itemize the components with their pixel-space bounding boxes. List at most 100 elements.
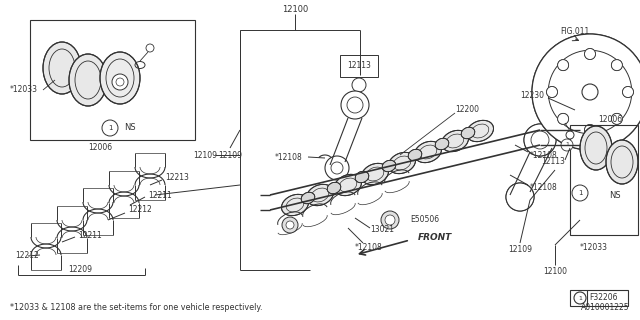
Text: A010001225: A010001225 bbox=[581, 303, 630, 313]
Text: 12212: 12212 bbox=[15, 251, 39, 260]
Text: 12209: 12209 bbox=[68, 266, 92, 275]
Ellipse shape bbox=[606, 140, 638, 184]
Text: 12006: 12006 bbox=[88, 143, 112, 153]
Ellipse shape bbox=[355, 171, 369, 183]
Text: 12100: 12100 bbox=[543, 268, 567, 276]
Ellipse shape bbox=[335, 174, 362, 196]
Ellipse shape bbox=[415, 141, 442, 163]
Ellipse shape bbox=[382, 160, 396, 172]
Circle shape bbox=[352, 78, 366, 92]
Circle shape bbox=[524, 124, 556, 156]
Text: *12108: *12108 bbox=[275, 153, 302, 162]
Circle shape bbox=[381, 211, 399, 229]
Circle shape bbox=[584, 124, 595, 135]
Circle shape bbox=[584, 49, 595, 60]
Text: 1: 1 bbox=[108, 125, 112, 131]
Circle shape bbox=[557, 113, 568, 124]
Circle shape bbox=[547, 86, 557, 98]
Text: NS: NS bbox=[609, 190, 621, 199]
Text: 12213: 12213 bbox=[165, 173, 189, 182]
Circle shape bbox=[623, 86, 634, 98]
Ellipse shape bbox=[301, 192, 315, 204]
Circle shape bbox=[611, 113, 622, 124]
Text: 12100: 12100 bbox=[282, 5, 308, 14]
Text: 1: 1 bbox=[578, 295, 582, 300]
Circle shape bbox=[611, 60, 622, 71]
Text: 12113: 12113 bbox=[347, 61, 371, 70]
Circle shape bbox=[574, 292, 586, 304]
Circle shape bbox=[611, 60, 622, 71]
Circle shape bbox=[582, 84, 598, 100]
Ellipse shape bbox=[307, 184, 333, 206]
Circle shape bbox=[282, 217, 298, 233]
Circle shape bbox=[524, 124, 556, 156]
Text: E50506: E50506 bbox=[410, 215, 439, 225]
Text: F32206: F32206 bbox=[589, 293, 617, 302]
Circle shape bbox=[506, 183, 534, 211]
Text: 12109: 12109 bbox=[193, 150, 217, 159]
Ellipse shape bbox=[327, 182, 341, 194]
Text: 1: 1 bbox=[565, 142, 569, 148]
Text: 12211: 12211 bbox=[78, 230, 102, 239]
Circle shape bbox=[584, 124, 595, 135]
Text: 12113: 12113 bbox=[541, 157, 565, 166]
Circle shape bbox=[112, 74, 128, 90]
Text: 1: 1 bbox=[578, 190, 582, 196]
Circle shape bbox=[557, 60, 568, 71]
Ellipse shape bbox=[435, 138, 449, 150]
Text: 12006: 12006 bbox=[598, 116, 622, 124]
Circle shape bbox=[561, 139, 573, 151]
Circle shape bbox=[146, 44, 154, 52]
Ellipse shape bbox=[467, 120, 493, 142]
Circle shape bbox=[531, 131, 549, 149]
Bar bbox=[570, 290, 628, 306]
Bar bbox=[570, 125, 638, 235]
Ellipse shape bbox=[388, 152, 415, 174]
Circle shape bbox=[385, 215, 395, 225]
Ellipse shape bbox=[43, 42, 81, 94]
Circle shape bbox=[572, 185, 588, 201]
Circle shape bbox=[532, 34, 640, 150]
Text: *12108: *12108 bbox=[530, 150, 557, 159]
Circle shape bbox=[623, 86, 634, 98]
Ellipse shape bbox=[282, 194, 308, 216]
Text: FIG.011: FIG.011 bbox=[560, 28, 589, 36]
Circle shape bbox=[557, 60, 568, 71]
Circle shape bbox=[532, 34, 640, 150]
Circle shape bbox=[584, 49, 595, 60]
Ellipse shape bbox=[442, 130, 468, 152]
Text: 12212: 12212 bbox=[128, 205, 152, 214]
Ellipse shape bbox=[461, 127, 475, 139]
Text: 13021: 13021 bbox=[370, 226, 394, 235]
Text: NS: NS bbox=[124, 124, 136, 132]
Text: 12211: 12211 bbox=[148, 190, 172, 199]
Circle shape bbox=[611, 113, 622, 124]
Text: 12109: 12109 bbox=[218, 150, 242, 159]
Circle shape bbox=[547, 86, 557, 98]
Ellipse shape bbox=[362, 163, 388, 185]
Bar bbox=[30, 20, 195, 140]
Bar bbox=[340, 55, 378, 77]
Text: *12108: *12108 bbox=[530, 183, 557, 193]
Text: 12109: 12109 bbox=[508, 245, 532, 254]
Circle shape bbox=[286, 221, 294, 229]
Text: 12230: 12230 bbox=[520, 91, 544, 100]
Circle shape bbox=[341, 91, 369, 119]
Circle shape bbox=[506, 183, 534, 211]
Ellipse shape bbox=[100, 52, 140, 104]
Text: *12033 & 12108 are the set-items for one vehicle respectively.: *12033 & 12108 are the set-items for one… bbox=[10, 303, 262, 313]
Circle shape bbox=[566, 131, 574, 139]
Ellipse shape bbox=[69, 54, 107, 106]
Text: FRONT: FRONT bbox=[418, 234, 452, 243]
Circle shape bbox=[325, 156, 349, 180]
Text: *12033: *12033 bbox=[580, 244, 608, 252]
Ellipse shape bbox=[408, 149, 422, 161]
Circle shape bbox=[347, 97, 363, 113]
Circle shape bbox=[116, 78, 124, 86]
Ellipse shape bbox=[580, 126, 612, 170]
Circle shape bbox=[102, 120, 118, 136]
Text: 12200: 12200 bbox=[455, 106, 479, 115]
Circle shape bbox=[557, 113, 568, 124]
Text: *12033: *12033 bbox=[10, 85, 38, 94]
Text: *12108: *12108 bbox=[355, 244, 383, 252]
